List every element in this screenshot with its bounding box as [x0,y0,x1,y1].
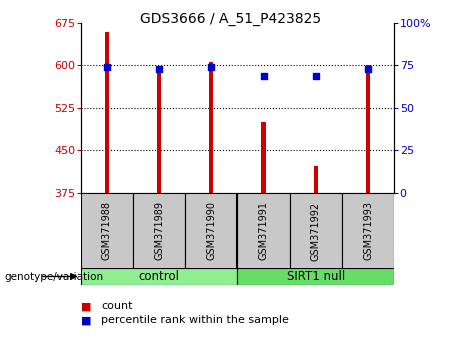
Text: SIRT1 null: SIRT1 null [287,270,345,283]
Text: genotype/variation: genotype/variation [5,272,104,282]
Point [364,66,372,72]
Bar [133,193,185,269]
Point [103,64,111,70]
Text: count: count [101,301,133,311]
Text: GSM371991: GSM371991 [259,201,269,261]
Bar [313,166,318,193]
Text: GSM371992: GSM371992 [311,201,321,261]
Point [260,73,267,79]
Bar [366,65,370,193]
Bar [290,193,342,269]
Bar [209,62,213,193]
Bar [342,193,394,269]
Bar [81,268,237,285]
Bar [261,122,266,193]
Bar [105,32,109,193]
Point [155,66,163,72]
Text: ■: ■ [81,315,91,325]
Text: percentile rank within the sample: percentile rank within the sample [101,315,290,325]
Text: GSM371990: GSM371990 [206,201,216,261]
Text: GSM371988: GSM371988 [102,201,112,261]
Bar [157,71,161,193]
Text: GSM371993: GSM371993 [363,201,373,261]
Text: GDS3666 / A_51_P423825: GDS3666 / A_51_P423825 [140,12,321,27]
Bar [185,193,237,269]
Text: ■: ■ [81,301,91,311]
Point [207,64,215,70]
Text: GSM371989: GSM371989 [154,201,164,261]
Bar [237,193,290,269]
Text: control: control [139,270,179,283]
Point [312,73,319,79]
Bar [237,268,394,285]
Bar [81,193,133,269]
